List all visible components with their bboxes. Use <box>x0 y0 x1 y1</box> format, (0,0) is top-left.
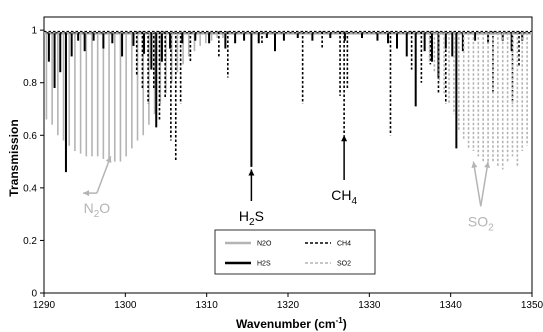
legend-label-h2s: H2S <box>257 261 271 268</box>
series-so2 <box>44 32 532 170</box>
legend-label-n2o: N2O <box>257 241 272 248</box>
x-tick-label: 1310 <box>196 300 219 311</box>
annotation-label: N2O <box>84 200 111 220</box>
series-n2o <box>44 33 532 162</box>
y-tick-label: 0.2 <box>23 236 37 247</box>
x-axis-title: Wavenumber (cm-1) <box>236 316 347 331</box>
annotation-ch4: CH4 <box>331 135 357 207</box>
x-tick-label: 1330 <box>358 300 381 311</box>
annotation-arrowhead <box>471 161 478 168</box>
y-axis-title: Transmission <box>7 119 21 196</box>
x-tick-label: 1290 <box>33 300 56 311</box>
annotation-label-main: CH <box>331 187 351 203</box>
annotation-label: SO2 <box>468 213 494 233</box>
annotation-label-main: H <box>239 208 249 224</box>
annotation-label-subscript: 2 <box>94 209 100 220</box>
legend-label-ch4: CH4 <box>337 241 351 248</box>
y-tick-label: 0.8 <box>23 78 37 89</box>
annotation-arrow <box>472 161 482 207</box>
annotation-arrowhead <box>341 135 348 142</box>
x-tick-label: 1300 <box>114 300 137 311</box>
y-tick-label: 0 <box>31 289 37 300</box>
annotation-label-subscript: 4 <box>351 196 357 207</box>
series-ch4 <box>44 30 532 162</box>
annotation-label-main: SO <box>468 213 488 229</box>
annotation-label-tail: O <box>99 200 110 216</box>
legend-box <box>214 229 376 275</box>
x-tick-label: 1350 <box>521 300 543 311</box>
x-axis-title-main: Wavenumber (cm <box>236 317 336 331</box>
x-tick-label: 1340 <box>440 300 463 311</box>
annotation-arrowhead <box>83 190 90 197</box>
y-tick-label: 0.6 <box>23 131 37 142</box>
annotation-label: H2S <box>239 208 264 228</box>
legend-label-so2: SO2 <box>337 261 351 268</box>
annotation-arrow <box>480 161 489 207</box>
legend: N2O CH4 H2S SO2 <box>214 229 376 275</box>
annotation-so2: SO2 <box>468 161 494 233</box>
annotation-label-subscript: 2 <box>488 222 494 233</box>
annotation-arrowhead <box>248 169 255 176</box>
annotation-label: CH4 <box>331 187 357 207</box>
annotation-n2o: N2O <box>83 156 112 220</box>
annotation-label-subscript: 2 <box>249 217 255 228</box>
y-tick-label: 0.4 <box>23 183 37 194</box>
annotation-arrowhead <box>484 161 491 168</box>
plot-area: 1290 1300 1310 1320 1330 1340 1350 0 0.2 0.4 0.6 0.… <box>23 16 543 311</box>
x-tick-label: 1320 <box>277 300 300 311</box>
y-tick-label: 1 <box>31 26 37 37</box>
x-axis-title-close: ) <box>343 317 347 331</box>
annotation-h2s: H2S <box>239 169 264 228</box>
annotation-label-tail: S <box>255 208 264 224</box>
x-axis-title-superscript: -1 <box>336 316 344 325</box>
annotation-arrow <box>96 156 112 194</box>
annotation-label-main: N <box>84 200 94 216</box>
annotation-arrowhead <box>105 156 112 163</box>
